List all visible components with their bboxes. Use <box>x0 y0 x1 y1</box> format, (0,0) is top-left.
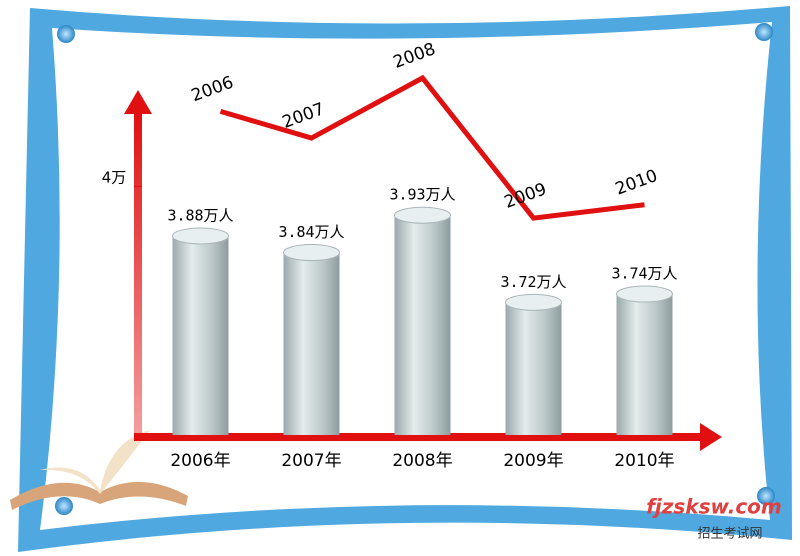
bar-top <box>616 285 673 303</box>
bar-top <box>172 227 229 245</box>
bar <box>283 252 340 435</box>
x-tick-label: 2006年 <box>170 451 230 471</box>
watermark-site: fjzsksw.com <box>646 495 782 519</box>
y-tick-label: 4万 <box>102 169 127 187</box>
book <box>10 430 188 510</box>
bar-top <box>505 293 562 311</box>
value-label: 3.84万人 <box>278 223 344 241</box>
bar-top <box>283 244 340 262</box>
x-tick-label: 2007年 <box>281 451 341 471</box>
x-axis <box>134 433 704 441</box>
x-tick-label: 2009年 <box>503 451 563 471</box>
watermark-name: 招生考试网 <box>697 527 762 542</box>
bar <box>505 302 562 435</box>
bar <box>172 235 229 435</box>
value-label: 3.74万人 <box>611 265 677 283</box>
x-tick-label: 2008年 <box>392 451 452 471</box>
value-label: 3.72万人 <box>500 273 566 291</box>
x-tick-label: 2010年 <box>614 451 674 471</box>
bar <box>394 215 451 435</box>
y-axis-arrow <box>124 90 152 114</box>
value-label: 3.88万人 <box>167 206 233 224</box>
trend-line <box>219 74 645 221</box>
bar-top <box>394 206 451 224</box>
x-axis-arrow <box>700 423 722 451</box>
value-label: 3.93万人 <box>389 186 455 204</box>
bar <box>616 294 673 435</box>
y-axis <box>134 110 142 439</box>
